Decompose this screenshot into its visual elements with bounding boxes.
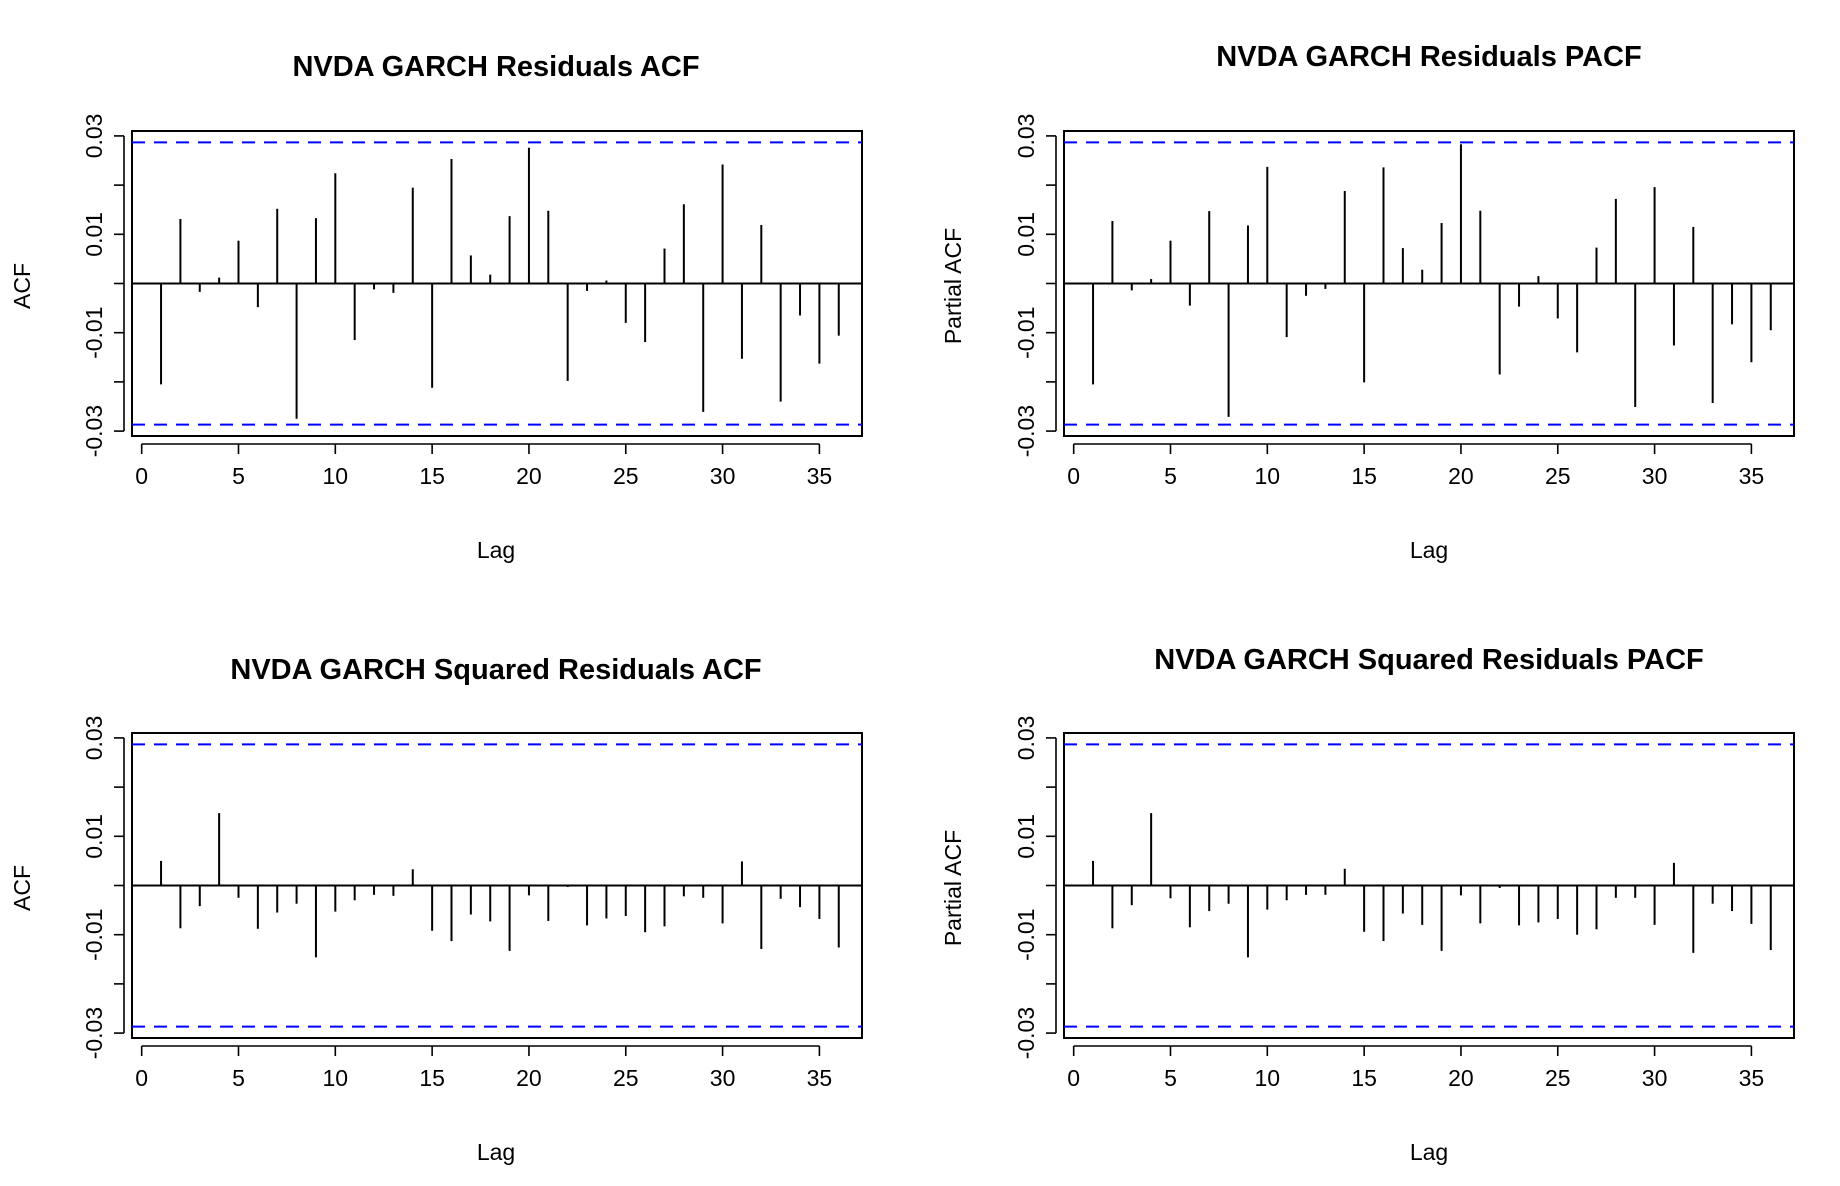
x-tick-label: 25 (613, 463, 639, 489)
y-tick-label: -0.03 (81, 405, 107, 457)
x-tick-label: 5 (1164, 463, 1177, 489)
x-tick-label: 25 (613, 1065, 639, 1091)
x-tick-label: 15 (419, 463, 445, 489)
y-tick-label: 0.01 (1013, 814, 1039, 859)
x-axis-label: Lag (477, 537, 515, 563)
y-tick-label: -0.01 (81, 908, 107, 960)
chart-title: NVDA GARCH Squared Residuals PACF (1154, 644, 1703, 676)
x-tick-label: 0 (1067, 463, 1080, 489)
x-tick-label: 5 (232, 463, 245, 489)
x-tick-label: 25 (1545, 1065, 1571, 1091)
y-axis-label: ACF (9, 263, 35, 309)
y-axis-label: ACF (9, 865, 35, 911)
residuals-acf-panel: NVDA GARCH Residuals ACF Lag ACF 0 5 10 15 2… (9, 51, 863, 563)
x-tick-label: 10 (323, 1065, 349, 1091)
x-tick-label: 20 (1448, 1065, 1474, 1091)
y-tick-label: 0.01 (1013, 212, 1039, 257)
x-tick-label: 10 (1255, 1065, 1281, 1091)
chart-title: NVDA GARCH Squared Residuals ACF (230, 654, 761, 686)
x-tick-label: 15 (419, 1065, 445, 1091)
x-tick-label: 5 (1164, 1065, 1177, 1091)
y-axis-label: Partial ACF (940, 830, 966, 946)
x-axis-label: Lag (1410, 537, 1448, 563)
residuals-pacf-panel: NVDA GARCH Residuals PACF Lag Partial AC… (940, 41, 1795, 563)
chart-title: NVDA GARCH Residuals ACF (292, 51, 699, 83)
x-tick-label: 15 (1351, 1065, 1377, 1091)
x-tick-label: 30 (1642, 463, 1668, 489)
y-tick-label: 0.03 (1013, 716, 1039, 761)
x-tick-label: 35 (1739, 1065, 1765, 1091)
y-tick-label: -0.01 (1013, 306, 1039, 358)
squared-residuals-pacf-panel: NVDA GARCH Squared Residuals PACF Lag Pa… (940, 644, 1795, 1165)
x-tick-label: 30 (710, 1065, 736, 1091)
x-tick-label: 35 (1739, 463, 1765, 489)
x-axis-label: Lag (1410, 1139, 1448, 1165)
x-tick-label: 30 (710, 463, 736, 489)
y-tick-label: -0.01 (81, 306, 107, 358)
x-tick-label: 0 (135, 463, 148, 489)
y-tick-label: -0.03 (81, 1007, 107, 1059)
y-tick-label: 0.01 (81, 814, 107, 859)
squared-residuals-acf-panel: NVDA GARCH Squared Residuals ACF Lag ACF… (9, 654, 863, 1165)
x-axis-label: Lag (477, 1139, 515, 1165)
x-tick-label: 25 (1545, 463, 1571, 489)
x-tick-label: 10 (323, 463, 349, 489)
x-tick-label: 20 (516, 463, 542, 489)
x-tick-label: 5 (232, 1065, 245, 1091)
y-tick-label: 0.01 (81, 212, 107, 257)
x-tick-label: 15 (1351, 463, 1377, 489)
x-tick-label: 0 (1067, 1065, 1080, 1091)
y-tick-label: 0.03 (81, 114, 107, 159)
x-tick-label: 20 (516, 1065, 542, 1091)
y-tick-label: 0.03 (81, 716, 107, 761)
x-tick-label: 20 (1448, 463, 1474, 489)
x-tick-label: 10 (1255, 463, 1281, 489)
x-tick-label: 35 (807, 1065, 833, 1091)
x-tick-label: 35 (807, 463, 833, 489)
y-tick-label: -0.03 (1013, 1007, 1039, 1059)
x-tick-label: 0 (135, 1065, 148, 1091)
y-tick-label: 0.03 (1013, 114, 1039, 159)
y-tick-label: -0.03 (1013, 405, 1039, 457)
y-axis-label: Partial ACF (940, 228, 966, 344)
y-tick-label: -0.01 (1013, 908, 1039, 960)
chart-title: NVDA GARCH Residuals PACF (1216, 41, 1641, 73)
x-tick-label: 30 (1642, 1065, 1668, 1091)
